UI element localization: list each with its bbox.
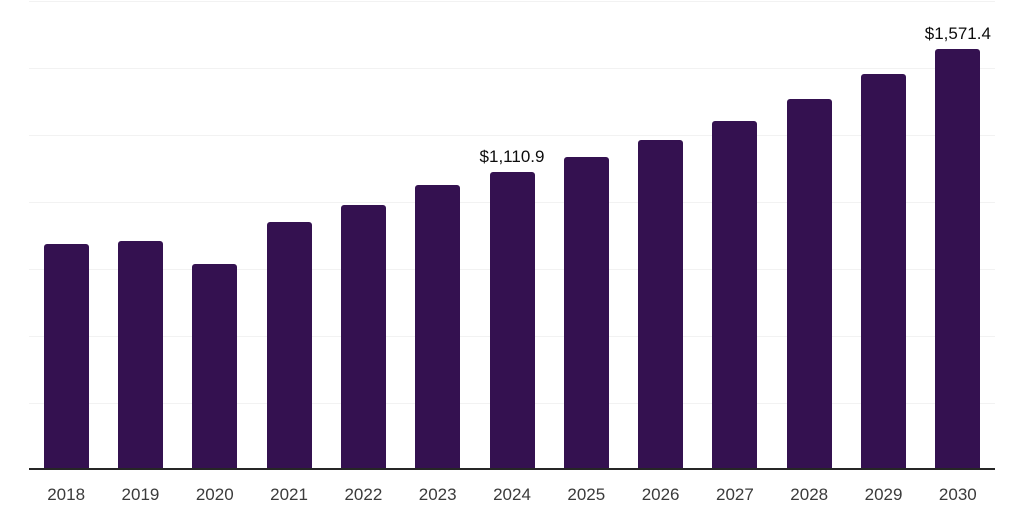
x-tick-label-2019: 2019 xyxy=(121,485,160,504)
x-tick-label-2018: 2018 xyxy=(47,485,86,504)
bar-2020 xyxy=(192,263,238,470)
bar-2024 xyxy=(489,172,535,470)
bar-2022 xyxy=(340,204,386,470)
x-tick-label-2020: 2020 xyxy=(195,485,234,504)
gridline-1750 xyxy=(29,1,995,2)
bar-2018 xyxy=(43,244,89,470)
x-tick-label-2021: 2021 xyxy=(270,485,308,504)
bar-2029 xyxy=(861,73,907,470)
x-tick-label-2029: 2029 xyxy=(864,485,903,504)
x-tick-label-2024: 2024 xyxy=(493,485,531,504)
bar-2027 xyxy=(712,121,758,470)
x-tick-label-2026: 2026 xyxy=(641,485,680,504)
data-label-2024: $1,110.9 xyxy=(479,147,545,167)
x-tick-label-2028: 2028 xyxy=(790,485,829,504)
x-axis-line xyxy=(29,468,995,470)
bar-2030 xyxy=(935,48,981,470)
bar-2021 xyxy=(266,222,312,470)
x-tick-label-2022: 2022 xyxy=(344,485,383,504)
bar-2025 xyxy=(563,156,609,470)
gridline-1250 xyxy=(29,135,995,136)
bar-2019 xyxy=(117,240,163,470)
bar-2026 xyxy=(638,140,684,470)
x-tick-label-2023: 2023 xyxy=(418,485,457,504)
data-label-2030: $1,571.4 xyxy=(924,23,991,43)
x-tick-label-2027: 2027 xyxy=(716,485,754,504)
gridline-1500 xyxy=(29,68,995,69)
x-tick-label-2030: 2030 xyxy=(938,485,977,504)
bar-2023 xyxy=(415,185,461,470)
bar-2028 xyxy=(786,99,832,470)
x-tick-label-2025: 2025 xyxy=(567,485,606,504)
